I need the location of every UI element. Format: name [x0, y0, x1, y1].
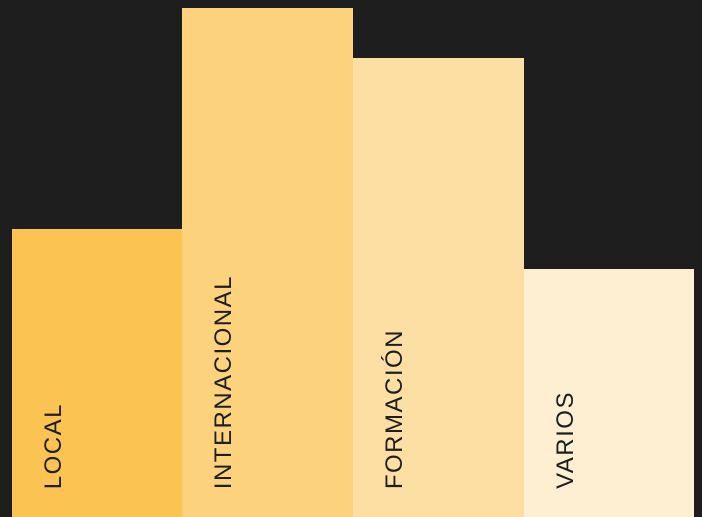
- category-label-varios: VARIOS: [552, 391, 579, 489]
- category-block-varios[interactable]: VARIOS: [524, 269, 694, 517]
- category-block-formacion[interactable]: FORMACIÓN: [353, 58, 524, 517]
- category-label-local: LOCAL: [40, 402, 67, 489]
- category-block-internacional[interactable]: INTERNACIONAL: [182, 8, 353, 517]
- category-block-local[interactable]: LOCAL: [12, 229, 182, 517]
- category-label-formacion: FORMACIÓN: [381, 328, 408, 489]
- category-label-internacional: INTERNACIONAL: [210, 274, 237, 489]
